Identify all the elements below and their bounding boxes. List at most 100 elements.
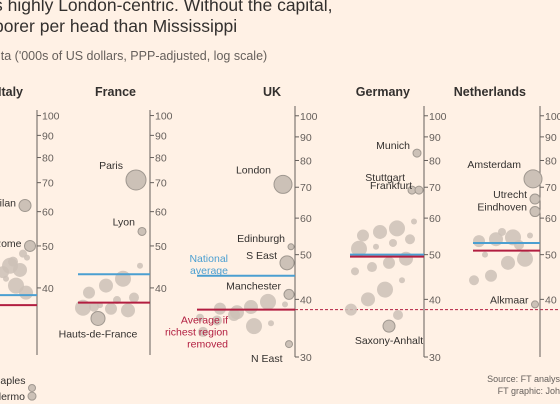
region-bubble-labelled — [523, 169, 543, 189]
region-bubble-labelled — [273, 174, 293, 194]
chart-subtitle: ita ('000s of US dollars, PPP-adjusted, … — [0, 49, 268, 63]
region-bubble — [282, 301, 288, 308]
y-tick-label: 70 — [429, 182, 441, 194]
region-bubble — [115, 270, 131, 287]
panel-uk: UK 30 40 50 60 70 80 90 100 London Edinburgh S East… — [165, 85, 318, 365]
region-bubble — [399, 277, 405, 284]
y-tick-label: 50 — [429, 250, 441, 262]
source-note: FT graphic: Joh — [498, 386, 560, 396]
region-bubble-labelled — [529, 193, 541, 205]
region-bubble — [121, 303, 135, 318]
region-bubble — [367, 262, 377, 273]
panel-germany: Germany 30 40 50 60 70 80 90 100 Munich StuttgartF… — [345, 85, 447, 364]
region-bubble-labelled — [287, 243, 295, 251]
y-tick-label: 70 — [545, 182, 557, 194]
region-bubble — [517, 250, 533, 267]
region-bubble — [89, 301, 99, 312]
region-label: Saxony-Anhalt — [355, 335, 423, 347]
y-tick-label: 60 — [42, 207, 54, 219]
panel-france: France 40 50 60 70 80 90 100 Paris Lyon Hauts-de-F… — [59, 85, 173, 355]
region-bubble-labelled — [137, 226, 147, 236]
region-bubble — [389, 238, 397, 247]
region-bubble — [13, 262, 27, 277]
region-bubble — [196, 313, 204, 322]
region-label: S East — [246, 250, 277, 262]
region-bubble — [129, 292, 139, 303]
region-label: Stuttgart — [365, 172, 405, 184]
region-label: Rome — [0, 238, 22, 250]
region-bubble — [357, 229, 369, 242]
region-label: Naples — [0, 375, 26, 387]
y-tick-label: 50 — [155, 241, 167, 253]
region-bubble — [514, 239, 524, 250]
y-tick-label: 100 — [545, 111, 560, 123]
region-bubble — [214, 302, 226, 315]
y-tick-label: 60 — [300, 213, 312, 225]
y-tick-label: 80 — [545, 155, 557, 167]
region-bubble — [0, 266, 9, 279]
region-bubble — [469, 275, 479, 286]
title-line-2: porer per head than Mississippi — [0, 16, 238, 36]
region-label: Amsterdam — [467, 159, 521, 171]
y-tick-label: 40 — [155, 283, 167, 295]
region-label: Manchester — [226, 280, 281, 292]
y-tick-label: 60 — [155, 207, 167, 219]
source-note: Source: FT analys — [487, 374, 560, 384]
panel-title-germany: Germany — [356, 85, 410, 99]
panel-italy: Italy 40 50 60 70 80 90 100 Milan Rome Naples Paler… — [0, 85, 60, 403]
region-bubble — [527, 232, 533, 239]
y-tick-label: 30 — [429, 352, 441, 364]
y-tick-label: 100 — [429, 111, 447, 123]
region-bubble — [99, 278, 113, 293]
region-bubble-labelled — [24, 239, 36, 252]
region-bubble — [373, 224, 387, 239]
region-bubble — [212, 315, 222, 326]
region-bubble — [383, 256, 395, 269]
region-bubble-labelled — [531, 300, 539, 309]
region-label: London — [236, 164, 271, 176]
region-bubble — [198, 326, 208, 337]
y-tick-label: 60 — [545, 213, 557, 225]
y-tick-label: 100 — [155, 111, 173, 123]
region-bubble-labelled — [414, 185, 424, 195]
region-bubble — [260, 293, 276, 310]
y-tick-label: 90 — [155, 130, 167, 142]
region-bubble — [345, 303, 357, 316]
y-tick-label: 70 — [42, 178, 54, 190]
y-tick-label: 90 — [42, 130, 54, 142]
region-bubble-labelled — [283, 288, 295, 300]
y-tick-label: 40 — [429, 294, 441, 306]
region-bubble-labelled — [27, 391, 37, 401]
region-bubble — [75, 299, 91, 316]
panel-title-uk: UK — [263, 85, 281, 99]
panel-title-france: France — [95, 85, 136, 99]
region-bubble-labelled — [18, 198, 32, 212]
y-tick-label: 100 — [42, 111, 60, 123]
y-tick-label: 40 — [545, 294, 557, 306]
region-label: Eindhoven — [477, 202, 527, 214]
region-bubble — [361, 292, 375, 307]
y-tick-label: 40 — [42, 283, 54, 295]
y-tick-label: 90 — [300, 132, 312, 144]
region-label: Frankfurt — [370, 180, 412, 192]
region-bubble — [485, 269, 497, 282]
annotation-national-average: National — [189, 253, 228, 265]
region-bubble — [8, 256, 18, 267]
region-bubble — [351, 267, 359, 276]
region-label: N East — [251, 353, 283, 365]
region-bubble-labelled — [125, 169, 147, 191]
region-label: Lyon — [113, 216, 136, 228]
region-bubble — [105, 302, 117, 315]
region-bubble-labelled — [279, 255, 295, 271]
y-tick-label: 60 — [429, 213, 441, 225]
region-bubble-labelled — [412, 148, 422, 158]
region-bubble — [373, 243, 379, 250]
region-bubble — [19, 249, 27, 258]
y-tick-label: 80 — [300, 155, 312, 167]
region-bubble — [482, 251, 488, 258]
region-bubble — [246, 318, 262, 335]
y-tick-label: 80 — [155, 153, 167, 165]
region-bubble — [230, 305, 244, 320]
y-tick-label: 50 — [42, 241, 54, 253]
